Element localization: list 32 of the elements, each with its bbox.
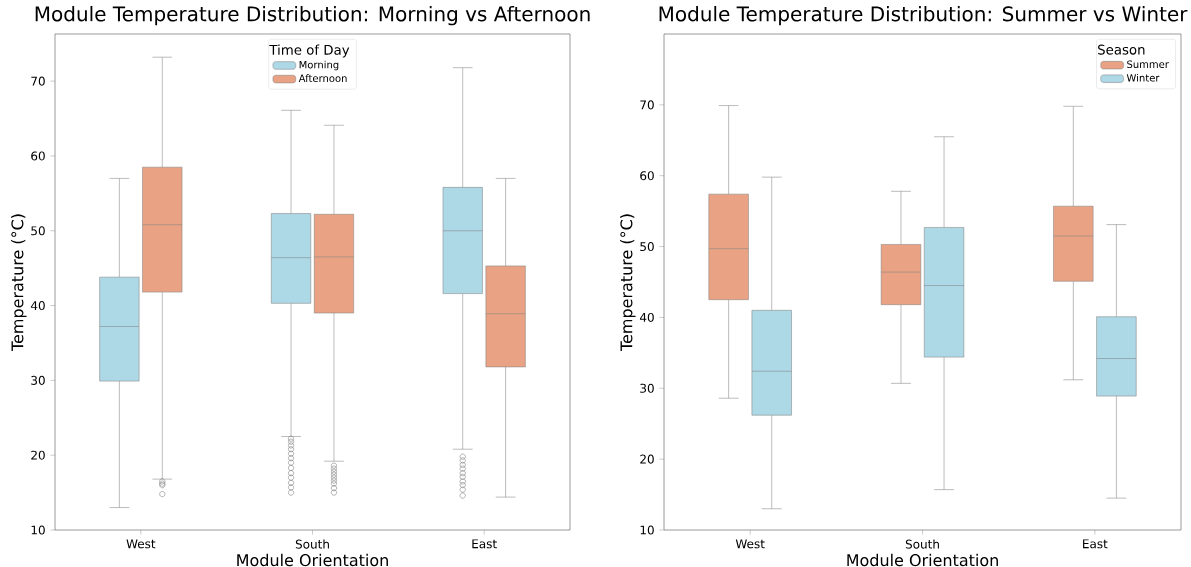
legend-title: Season <box>1098 44 1145 55</box>
y-tick-label: 70 <box>640 100 654 110</box>
y-tick-label: 50 <box>640 242 654 252</box>
y-axis-title: Temperature (°C) <box>620 214 636 352</box>
x-tick-label: East <box>1083 539 1108 549</box>
y-tick-label: 10 <box>31 525 45 535</box>
y-axis-title: Temperature (°C) <box>11 214 27 352</box>
x-axis-title: Module Orientation <box>847 553 998 567</box>
chart-title: Module Temperature Distribution: Morning vs Afternoon <box>35 5 590 26</box>
x-tick-label: South <box>905 539 939 549</box>
x-axis-title: Module Orientation <box>237 553 388 567</box>
x-tick-label: East <box>472 539 497 549</box>
x-tick-label: West <box>126 539 156 549</box>
legend-label: Summer <box>1127 60 1169 69</box>
y-tick-label: 20 <box>640 454 654 464</box>
x-tick-label: South <box>295 539 329 549</box>
chart-title: Module Temperature Distribution: Summer vs Winter <box>659 5 1188 26</box>
y-tick-label: 70 <box>31 76 45 86</box>
y-tick-label: 50 <box>31 226 45 236</box>
x-tick-label: West <box>735 539 765 549</box>
legend-title: Time of Day <box>269 44 350 58</box>
y-tick-label: 20 <box>31 450 45 460</box>
legend-label: Morning <box>299 60 339 71</box>
y-tick-label: 40 <box>639 312 654 322</box>
y-tick-label: 60 <box>31 151 45 161</box>
y-tick-label: 40 <box>30 301 45 311</box>
y-tick-label: 30 <box>640 383 654 393</box>
legend-label: Afternoon <box>298 74 347 83</box>
y-tick-label: 10 <box>640 525 654 535</box>
y-tick-label: 30 <box>31 375 45 385</box>
y-tick-label: 60 <box>640 171 654 181</box>
legend-label: Winter <box>1126 73 1160 82</box>
